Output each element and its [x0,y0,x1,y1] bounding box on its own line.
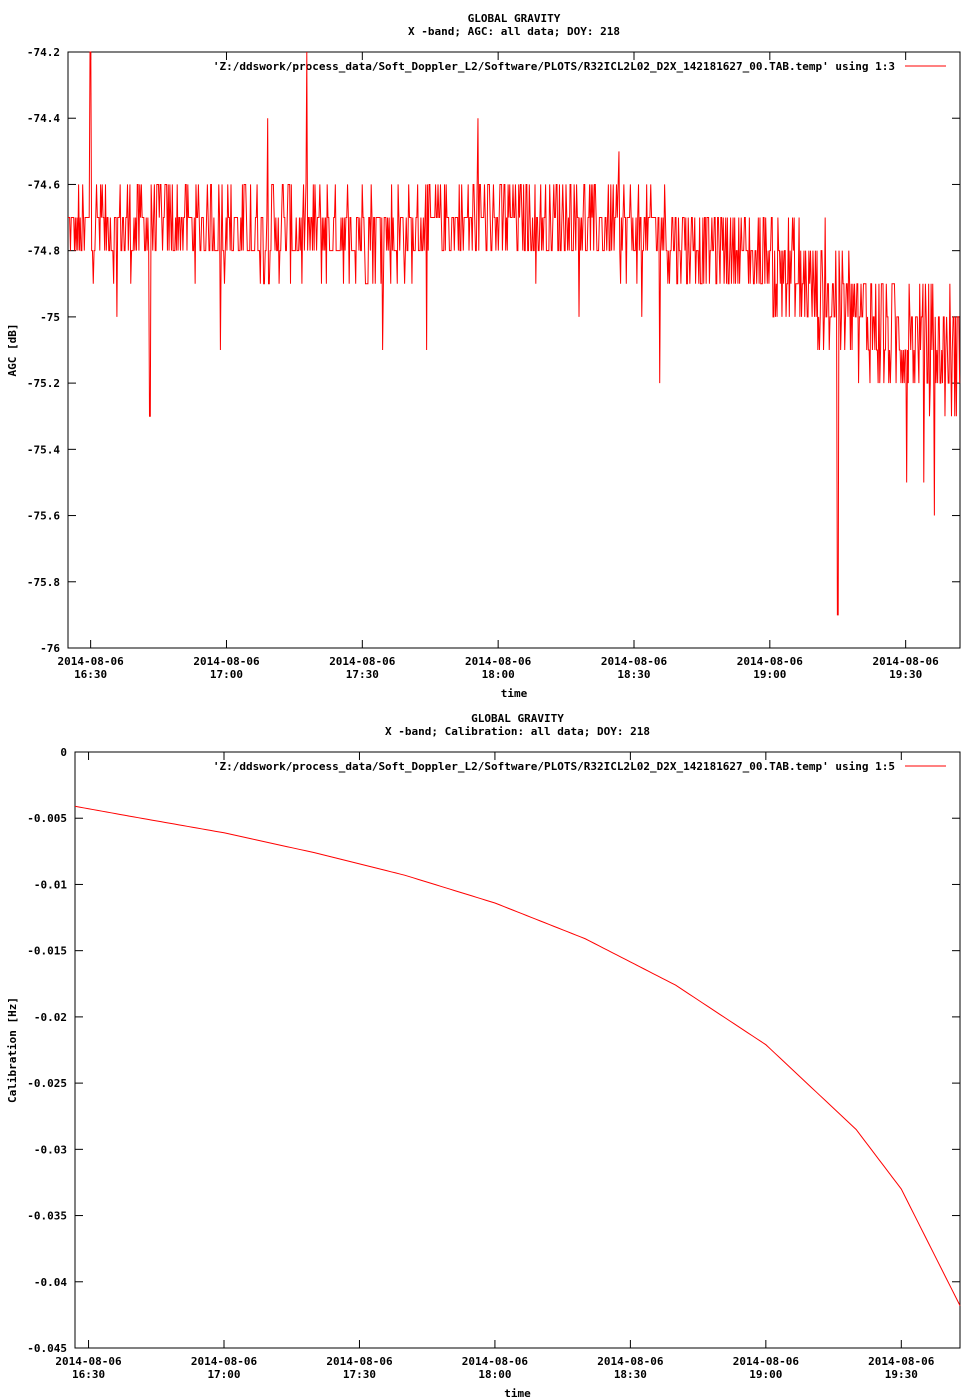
y-tick-label: -76 [40,642,60,655]
y-tick-label: -0.04 [34,1276,67,1289]
x-tick-label-date: 2014-08-06 [55,1355,122,1368]
chart-title: GLOBAL GRAVITY [471,712,564,725]
x-tick-label-date: 2014-08-06 [193,655,260,668]
x-tick-label-date: 2014-08-06 [601,655,668,668]
chart-subtitle: X -band; Calibration: all data; DOY: 218 [385,725,650,738]
y-axis-label: AGC [dB] [6,324,19,377]
y-tick-label: -0.015 [27,945,67,958]
x-axis-label: time [501,687,528,700]
x-tick-label-date: 2014-08-06 [329,655,396,668]
y-tick-label: -0.025 [27,1077,67,1090]
y-tick-label: -0.045 [27,1342,67,1355]
x-tick-label-time: 18:30 [617,668,650,681]
series-line [74,805,961,1306]
y-axis-label: Calibration [Hz] [6,997,19,1103]
y-tick-label: -74.4 [27,112,60,125]
x-tick-label-date: 2014-08-06 [733,1355,800,1368]
chart-title: GLOBAL GRAVITY [468,12,561,25]
chart-subtitle: X -band; AGC: all data; DOY: 218 [408,25,620,38]
y-tick-label: -74.6 [27,178,60,191]
y-tick-label: -0.02 [34,1011,67,1024]
y-tick-label: -75.2 [27,377,60,390]
x-tick-label-time: 18:00 [478,1368,511,1381]
x-tick-label-time: 19:30 [885,1368,918,1381]
legend-label: 'Z:/ddswork/process_data/Soft_Doppler_L2… [213,760,895,773]
y-tick-label: -0.035 [27,1210,67,1223]
y-tick-label: -75 [40,311,60,324]
x-tick-label-date: 2014-08-06 [326,1355,393,1368]
y-tick-label: -74.8 [27,245,60,258]
x-tick-label-time: 16:30 [74,668,107,681]
x-tick-label-time: 17:00 [207,1368,240,1381]
x-tick-label-time: 17:00 [210,668,243,681]
plot-frame [74,751,961,1349]
x-tick-label-time: 18:30 [614,1368,647,1381]
y-tick-label: -75.6 [27,510,60,523]
x-tick-label-date: 2014-08-06 [737,655,804,668]
x-tick-label-date: 2014-08-06 [597,1355,664,1368]
x-tick-label-time: 17:30 [343,1368,376,1381]
y-tick-label: -75.4 [27,443,60,456]
y-tick-label: -0.01 [34,878,67,891]
y-tick-label: 0 [60,746,67,759]
x-tick-label-time: 18:00 [482,668,515,681]
x-tick-label-time: 19:30 [889,668,922,681]
x-tick-label-date: 2014-08-06 [465,655,532,668]
y-tick-label: -74.2 [27,46,60,59]
x-tick-label-time: 19:00 [753,668,786,681]
y-tick-label: -0.005 [27,812,67,825]
x-tick-label-date: 2014-08-06 [873,655,940,668]
legend-label: 'Z:/ddswork/process_data/Soft_Doppler_L2… [213,60,895,73]
y-tick-label: -75.8 [27,576,60,589]
x-tick-label-date: 2014-08-06 [868,1355,935,1368]
x-axis-label: time [504,1387,531,1400]
x-tick-label-time: 17:30 [346,668,379,681]
x-tick-label-date: 2014-08-06 [462,1355,529,1368]
x-tick-label-date: 2014-08-06 [58,655,125,668]
series-line [68,51,961,616]
x-tick-label-date: 2014-08-06 [191,1355,258,1368]
x-tick-label-time: 19:00 [749,1368,782,1381]
x-tick-label-time: 16:30 [72,1368,105,1381]
plot-frame [67,51,961,649]
y-tick-label: -0.03 [34,1143,67,1156]
